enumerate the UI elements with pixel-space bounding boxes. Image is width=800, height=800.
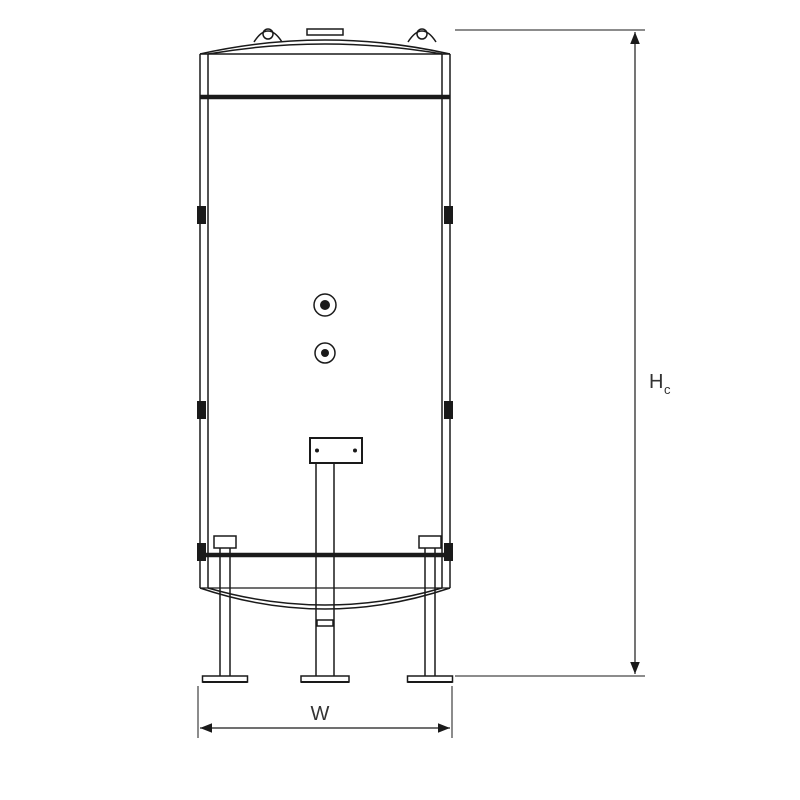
svg-text:c: c	[664, 382, 671, 397]
dimension-height-label: H	[649, 371, 663, 393]
tank-technical-drawing: Hc W	[0, 0, 800, 800]
dimension-width-label: W	[311, 703, 330, 725]
